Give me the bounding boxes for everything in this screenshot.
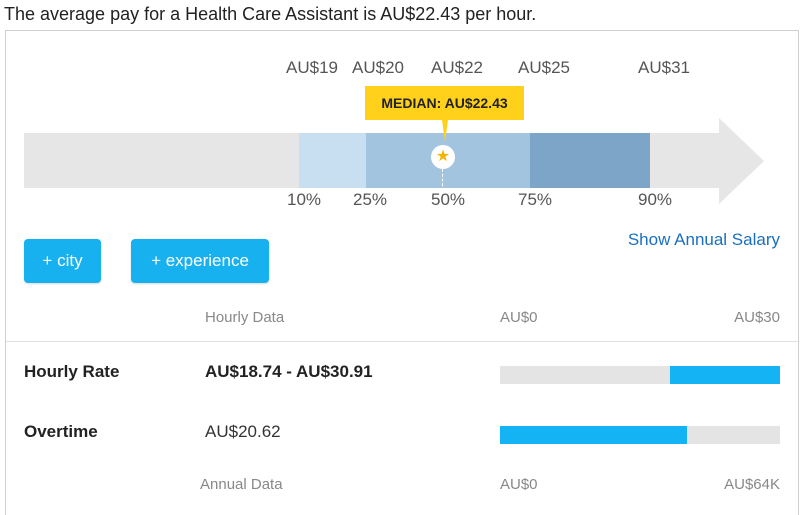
pct-10-label: 10% bbox=[287, 190, 322, 209]
pct-90-value: AU$31 bbox=[638, 58, 690, 77]
overtime-value: AU$20.62 bbox=[205, 422, 281, 441]
overtime-bar bbox=[500, 426, 780, 444]
band-10-25 bbox=[299, 133, 366, 188]
pct-10-value: AU$19 bbox=[286, 58, 338, 77]
overtime-bar-fill bbox=[500, 426, 688, 444]
pct-25-label: 25% bbox=[353, 190, 388, 209]
show-annual-salary-link[interactable]: Show Annual Salary bbox=[627, 230, 780, 249]
hourly-scale-min: AU$0 bbox=[500, 309, 538, 326]
median-label: MEDIAN: AU$22.43 bbox=[365, 86, 524, 120]
pct-50-value: AU$22 bbox=[431, 58, 483, 77]
pct-25-value: AU$20 bbox=[352, 58, 404, 77]
hourly-data-header: Hourly Data bbox=[205, 309, 285, 326]
hourly-rate-bar bbox=[500, 366, 780, 384]
median-star-icon: ★ bbox=[431, 145, 455, 169]
hourly-rate-label: Hourly Rate bbox=[24, 362, 120, 381]
pct-90-label: 90% bbox=[638, 190, 673, 209]
overtime-label: Overtime bbox=[24, 422, 98, 441]
annual-scale-max: AU$64K bbox=[724, 476, 780, 493]
median-marker-line bbox=[442, 169, 443, 191]
salary-card bbox=[5, 30, 799, 515]
hourly-rate-bar-fill bbox=[669, 366, 780, 384]
page-headline: The average pay for a Health Care Assist… bbox=[4, 4, 537, 24]
pct-50-label: 50% bbox=[431, 190, 466, 209]
band-75-90 bbox=[530, 133, 650, 188]
salary-distribution-bar bbox=[24, 118, 764, 204]
add-city-button[interactable]: + city bbox=[24, 239, 101, 283]
add-experience-button[interactable]: + experience bbox=[131, 239, 269, 283]
hourly-scale-max: AU$30 bbox=[734, 309, 780, 326]
annual-scale-min: AU$0 bbox=[500, 476, 538, 493]
pct-75-value: AU$25 bbox=[518, 58, 570, 77]
median-pointer bbox=[442, 120, 448, 142]
pct-75-label: 75% bbox=[518, 190, 553, 209]
hourly-rate-value: AU$18.74 - AU$30.91 bbox=[205, 362, 373, 381]
annual-data-header: Annual Data bbox=[200, 476, 283, 493]
section-divider bbox=[6, 341, 798, 342]
